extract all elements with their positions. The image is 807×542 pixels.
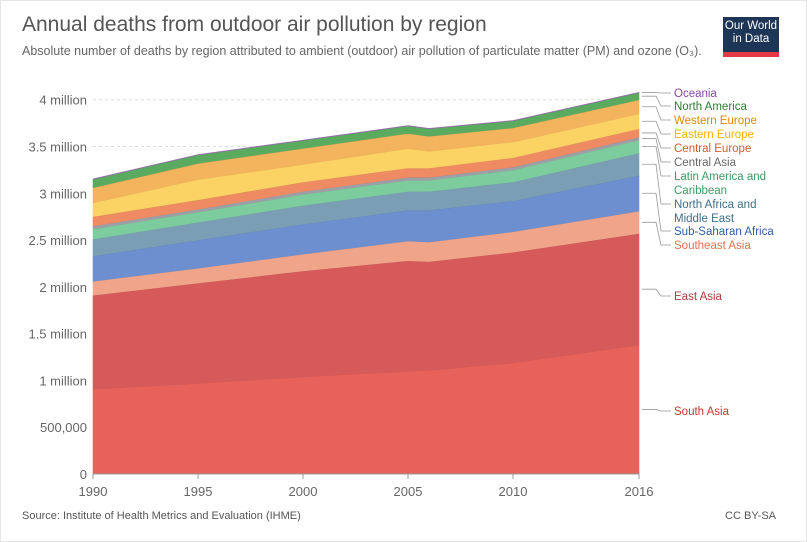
x-axis: 1990 1995 2000 2005 2010 2016 xyxy=(79,473,654,499)
x-tick-label: 2016 xyxy=(625,484,654,499)
logo-bar xyxy=(723,52,779,57)
legend-leader-line xyxy=(642,120,671,135)
legend-label-line: Latin America and xyxy=(674,171,766,183)
legend-leader-line xyxy=(642,132,671,149)
source-note[interactable]: Source: Institute of Health Metrics and … xyxy=(22,510,301,522)
chart-subtitle: Absolute number of deaths by region attr… xyxy=(22,44,702,58)
logo-line2: in Data xyxy=(732,33,770,45)
legend-label[interactable]: Oceania xyxy=(674,88,717,100)
legend-leader-line xyxy=(642,138,671,163)
legend-leader-line xyxy=(642,192,671,232)
series-line xyxy=(92,91,640,180)
legend-label[interactable]: North America xyxy=(674,101,747,113)
y-tick-label: 2.5 million xyxy=(28,233,87,248)
legend-label[interactable]: South Asia xyxy=(674,406,730,418)
legend-label-line: Middle East xyxy=(674,213,735,225)
legend-leader-line xyxy=(642,409,671,412)
x-tick-label: 2005 xyxy=(394,484,423,499)
legend-leader-line xyxy=(642,221,671,246)
area-chart: 0 500,000 1 million 1.5 million 2 million 2.5… xyxy=(28,88,774,499)
x-tick-label: 2010 xyxy=(499,484,528,499)
y-tick-label: 0 xyxy=(80,467,87,482)
area-oceania[interactable] xyxy=(92,92,640,180)
legend-label[interactable]: Southeast Asia xyxy=(674,240,751,252)
legend-label[interactable]: Central Europe xyxy=(674,143,751,155)
logo-line1: Our World xyxy=(724,20,778,32)
y-tick-label: 4 million xyxy=(39,93,87,108)
legend-leader-line xyxy=(642,146,671,177)
legend-label[interactable]: Eastern Europe xyxy=(674,129,754,141)
chart-title: Annual deaths from outdoor air pollution… xyxy=(22,13,487,36)
legend: South Asia East Asia Southeast Asia Sub-Sah… xyxy=(642,88,774,418)
legend-label-line: Caribbean xyxy=(674,185,727,197)
x-tick-label: 2000 xyxy=(289,484,318,499)
x-tick-label: 1990 xyxy=(79,484,108,499)
series-areas xyxy=(92,91,640,475)
legend-label[interactable]: Sub-Saharan Africa xyxy=(674,226,774,238)
y-tick-label: 500,000 xyxy=(40,420,87,435)
legend-leader-line xyxy=(642,106,671,121)
y-tick-label: 1.5 million xyxy=(28,327,87,342)
legend-leader-line xyxy=(642,288,671,297)
y-axis: 0 500,000 1 million 1.5 million 2 million 2.5… xyxy=(28,93,87,482)
y-tick-label: 3.5 million xyxy=(28,140,87,155)
legend-label[interactable]: East Asia xyxy=(674,291,723,303)
x-tick-label: 1995 xyxy=(184,484,213,499)
legend-label[interactable]: Western Europe xyxy=(674,115,757,127)
legend-label[interactable]: Latin America and Caribbean xyxy=(674,171,766,197)
owid-logo[interactable]: Our World in Data xyxy=(723,17,779,57)
legend-label[interactable]: North Africa and Middle East xyxy=(674,199,756,225)
y-tick-label: 2 million xyxy=(39,280,87,295)
y-tick-label: 1 million xyxy=(39,373,87,388)
y-tick-label: 3 million xyxy=(39,186,87,201)
license-note[interactable]: CC BY-SA xyxy=(725,510,776,522)
legend-leader-line xyxy=(642,95,671,107)
legend-label[interactable]: Central Asia xyxy=(674,157,737,169)
legend-label-line: North Africa and xyxy=(674,199,756,211)
legend-leader-line xyxy=(642,163,671,205)
